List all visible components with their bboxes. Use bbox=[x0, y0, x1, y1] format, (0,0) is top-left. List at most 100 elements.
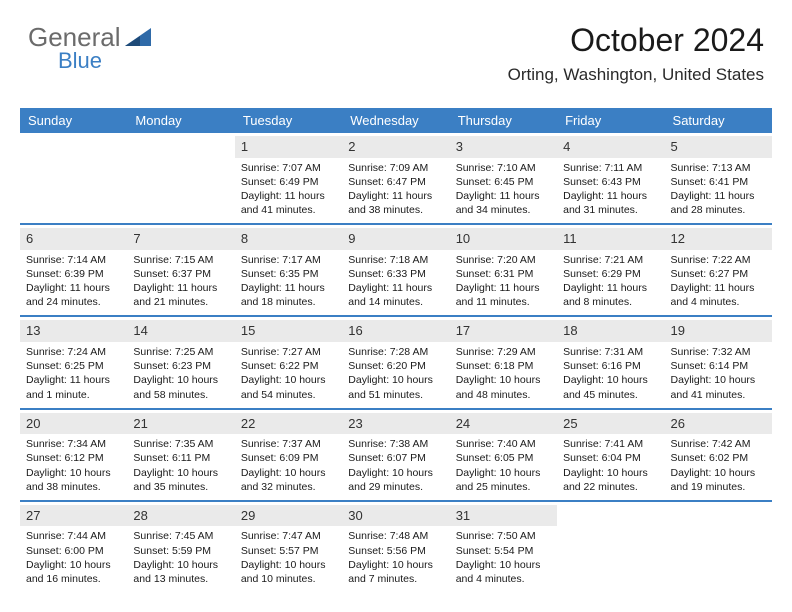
daylight-text: Daylight: 11 hours and 11 minutes. bbox=[456, 281, 551, 309]
sunset-text: Sunset: 5:57 PM bbox=[241, 544, 336, 558]
week-row: 27Sunrise: 7:44 AMSunset: 6:00 PMDayligh… bbox=[20, 500, 772, 592]
day-cell bbox=[557, 502, 664, 592]
date-number: 15 bbox=[235, 320, 342, 342]
sunrise-text: Sunrise: 7:15 AM bbox=[133, 253, 228, 267]
sunset-text: Sunset: 5:54 PM bbox=[456, 544, 551, 558]
date-number: 20 bbox=[20, 413, 127, 435]
day-cell: 20Sunrise: 7:34 AMSunset: 6:12 PMDayligh… bbox=[20, 410, 127, 500]
daylight-text: Daylight: 10 hours and 45 minutes. bbox=[563, 373, 658, 401]
daylight-text: Daylight: 11 hours and 4 minutes. bbox=[671, 281, 766, 309]
sunset-text: Sunset: 6:49 PM bbox=[241, 175, 336, 189]
sunrise-text: Sunrise: 7:48 AM bbox=[348, 529, 443, 543]
sunrise-text: Sunrise: 7:45 AM bbox=[133, 529, 228, 543]
daylight-text: Daylight: 10 hours and 41 minutes. bbox=[671, 373, 766, 401]
sunset-text: Sunset: 6:05 PM bbox=[456, 451, 551, 465]
day-cell: 25Sunrise: 7:41 AMSunset: 6:04 PMDayligh… bbox=[557, 410, 664, 500]
sunset-text: Sunset: 6:00 PM bbox=[26, 544, 121, 558]
day-cell: 18Sunrise: 7:31 AMSunset: 6:16 PMDayligh… bbox=[557, 317, 664, 407]
sunrise-text: Sunrise: 7:32 AM bbox=[671, 345, 766, 359]
date-number: 18 bbox=[557, 320, 664, 342]
sunrise-text: Sunrise: 7:25 AM bbox=[133, 345, 228, 359]
sunset-text: Sunset: 6:47 PM bbox=[348, 175, 443, 189]
brand-logo: General Blue bbox=[28, 22, 151, 53]
date-number: 22 bbox=[235, 413, 342, 435]
sunset-text: Sunset: 6:25 PM bbox=[26, 359, 121, 373]
day-cell: 5Sunrise: 7:13 AMSunset: 6:41 PMDaylight… bbox=[665, 133, 772, 223]
day-cell: 22Sunrise: 7:37 AMSunset: 6:09 PMDayligh… bbox=[235, 410, 342, 500]
date-number: 4 bbox=[557, 136, 664, 158]
sunset-text: Sunset: 6:23 PM bbox=[133, 359, 228, 373]
daylight-text: Daylight: 10 hours and 35 minutes. bbox=[133, 466, 228, 494]
sunset-text: Sunset: 6:02 PM bbox=[671, 451, 766, 465]
daylight-text: Daylight: 10 hours and 13 minutes. bbox=[133, 558, 228, 586]
sunrise-text: Sunrise: 7:10 AM bbox=[456, 161, 551, 175]
sunrise-text: Sunrise: 7:31 AM bbox=[563, 345, 658, 359]
sunset-text: Sunset: 6:45 PM bbox=[456, 175, 551, 189]
sunrise-text: Sunrise: 7:40 AM bbox=[456, 437, 551, 451]
sunset-text: Sunset: 6:27 PM bbox=[671, 267, 766, 281]
date-number: 12 bbox=[665, 228, 772, 250]
daylight-text: Daylight: 10 hours and 7 minutes. bbox=[348, 558, 443, 586]
header-right: October 2024 Orting, Washington, United … bbox=[508, 22, 764, 85]
daylight-text: Daylight: 11 hours and 1 minute. bbox=[26, 373, 121, 401]
day-cell bbox=[665, 502, 772, 592]
daylight-text: Daylight: 11 hours and 24 minutes. bbox=[26, 281, 121, 309]
day-header-cell: Friday bbox=[557, 108, 664, 133]
date-number: 11 bbox=[557, 228, 664, 250]
day-cell: 30Sunrise: 7:48 AMSunset: 5:56 PMDayligh… bbox=[342, 502, 449, 592]
date-number: 10 bbox=[450, 228, 557, 250]
sunrise-text: Sunrise: 7:18 AM bbox=[348, 253, 443, 267]
sunset-text: Sunset: 6:12 PM bbox=[26, 451, 121, 465]
calendar-grid: SundayMondayTuesdayWednesdayThursdayFrid… bbox=[20, 108, 772, 592]
day-cell bbox=[20, 133, 127, 223]
daylight-text: Daylight: 10 hours and 10 minutes. bbox=[241, 558, 336, 586]
daylight-text: Daylight: 10 hours and 22 minutes. bbox=[563, 466, 658, 494]
date-number: 29 bbox=[235, 505, 342, 527]
date-number: 24 bbox=[450, 413, 557, 435]
sunset-text: Sunset: 6:35 PM bbox=[241, 267, 336, 281]
daylight-text: Daylight: 11 hours and 18 minutes. bbox=[241, 281, 336, 309]
brand-part2: Blue bbox=[58, 48, 102, 74]
sunrise-text: Sunrise: 7:37 AM bbox=[241, 437, 336, 451]
day-header-cell: Monday bbox=[127, 108, 234, 133]
day-cell: 31Sunrise: 7:50 AMSunset: 5:54 PMDayligh… bbox=[450, 502, 557, 592]
empty-date bbox=[20, 136, 127, 158]
day-header-cell: Thursday bbox=[450, 108, 557, 133]
daylight-text: Daylight: 10 hours and 48 minutes. bbox=[456, 373, 551, 401]
sunset-text: Sunset: 6:43 PM bbox=[563, 175, 658, 189]
date-number: 13 bbox=[20, 320, 127, 342]
sunrise-text: Sunrise: 7:27 AM bbox=[241, 345, 336, 359]
day-cell: 9Sunrise: 7:18 AMSunset: 6:33 PMDaylight… bbox=[342, 225, 449, 315]
month-title: October 2024 bbox=[508, 22, 764, 59]
empty-date bbox=[127, 136, 234, 158]
sunrise-text: Sunrise: 7:29 AM bbox=[456, 345, 551, 359]
date-number: 8 bbox=[235, 228, 342, 250]
day-cell: 21Sunrise: 7:35 AMSunset: 6:11 PMDayligh… bbox=[127, 410, 234, 500]
sunset-text: Sunset: 6:29 PM bbox=[563, 267, 658, 281]
date-number: 31 bbox=[450, 505, 557, 527]
sunset-text: Sunset: 5:59 PM bbox=[133, 544, 228, 558]
day-cell: 4 Sunrise: 7:11 AMSunset: 6:43 PMDaylight… bbox=[557, 133, 664, 223]
daylight-text: Daylight: 11 hours and 31 minutes. bbox=[563, 189, 658, 217]
sunrise-text: Sunrise: 7:11 AM bbox=[563, 161, 658, 175]
date-number: 30 bbox=[342, 505, 449, 527]
sunrise-text: Sunrise: 7:44 AM bbox=[26, 529, 121, 543]
daylight-text: Daylight: 10 hours and 19 minutes. bbox=[671, 466, 766, 494]
day-cell: 23Sunrise: 7:38 AMSunset: 6:07 PMDayligh… bbox=[342, 410, 449, 500]
day-cell: 16Sunrise: 7:28 AMSunset: 6:20 PMDayligh… bbox=[342, 317, 449, 407]
sunrise-text: Sunrise: 7:47 AM bbox=[241, 529, 336, 543]
date-number: 2 bbox=[342, 136, 449, 158]
day-cell: 15Sunrise: 7:27 AMSunset: 6:22 PMDayligh… bbox=[235, 317, 342, 407]
date-number: 3 bbox=[450, 136, 557, 158]
sunset-text: Sunset: 6:18 PM bbox=[456, 359, 551, 373]
day-cell: 11Sunrise: 7:21 AMSunset: 6:29 PMDayligh… bbox=[557, 225, 664, 315]
date-number: 28 bbox=[127, 505, 234, 527]
daylight-text: Daylight: 11 hours and 21 minutes. bbox=[133, 281, 228, 309]
sunrise-text: Sunrise: 7:34 AM bbox=[26, 437, 121, 451]
empty-date bbox=[665, 505, 772, 527]
date-number: 21 bbox=[127, 413, 234, 435]
date-number: 16 bbox=[342, 320, 449, 342]
day-cell: 12Sunrise: 7:22 AMSunset: 6:27 PMDayligh… bbox=[665, 225, 772, 315]
day-cell: 3Sunrise: 7:10 AMSunset: 6:45 PMDaylight… bbox=[450, 133, 557, 223]
sunset-text: Sunset: 6:14 PM bbox=[671, 359, 766, 373]
